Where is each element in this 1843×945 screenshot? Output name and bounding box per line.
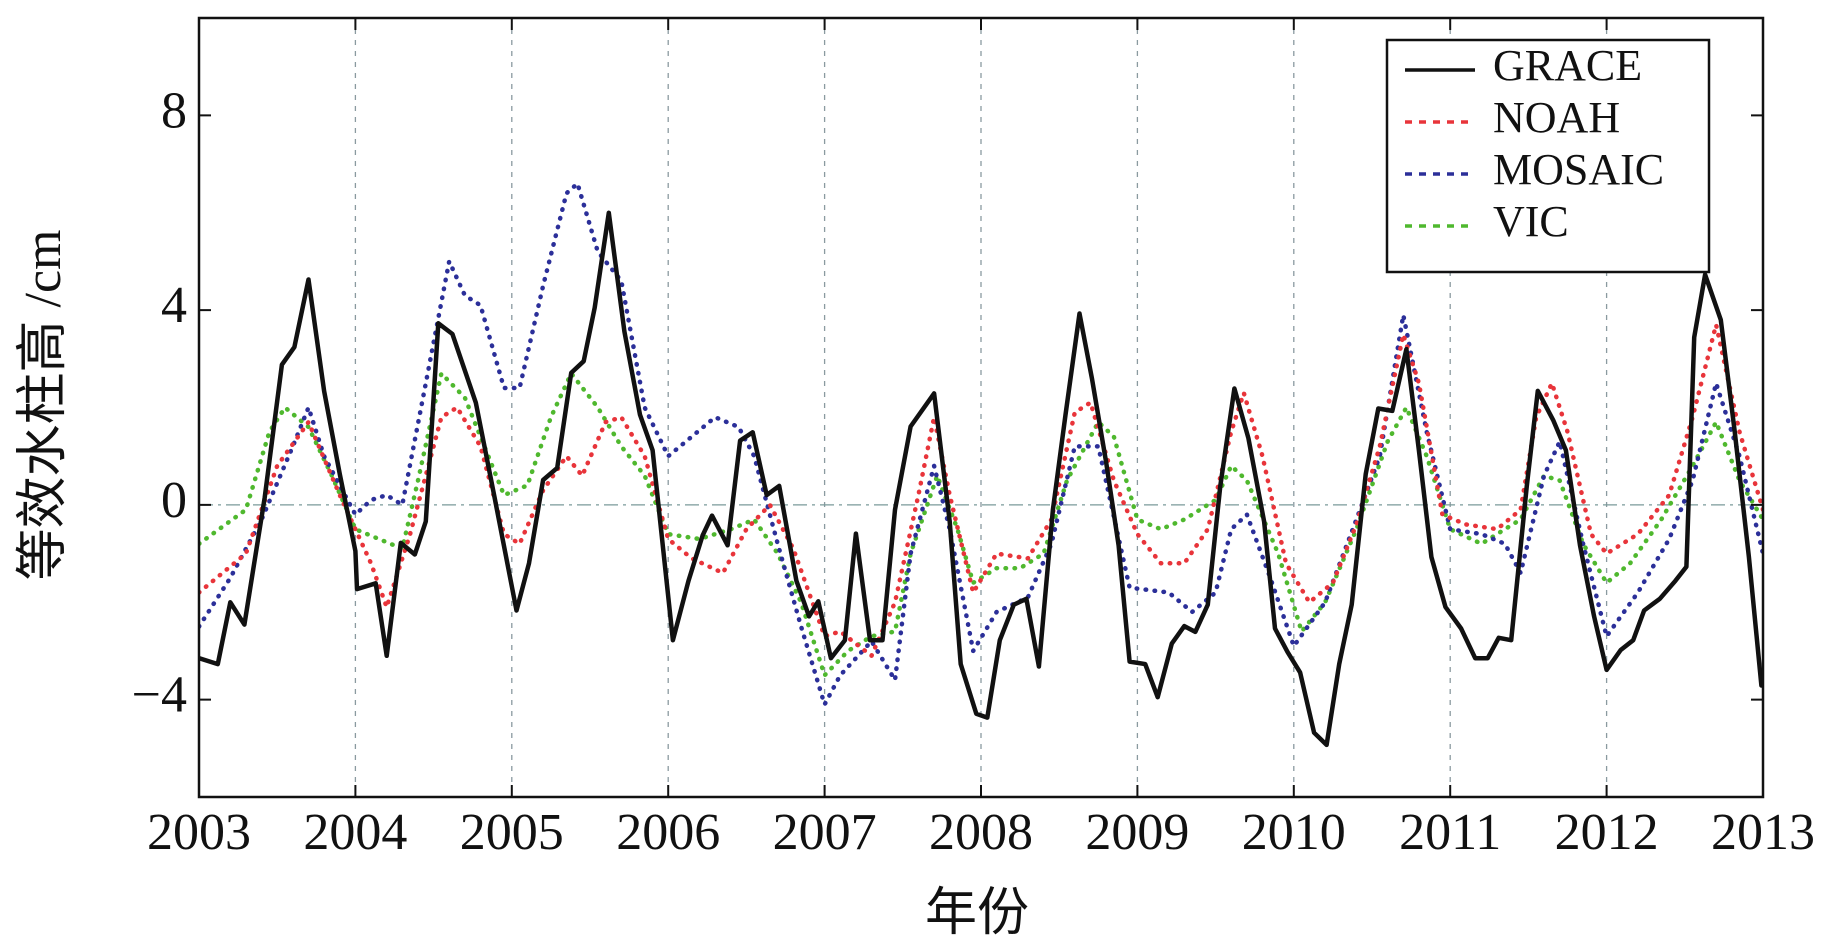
x-tick-label: 2010 [1242, 804, 1346, 861]
x-tick-label: 2007 [773, 804, 877, 861]
legend-label: NOAH [1493, 93, 1620, 142]
x-tick-label: 2004 [303, 804, 407, 861]
y-tick-label: −4 [132, 667, 187, 724]
legend-box [1385, 38, 1711, 274]
y-axis-label: 等效水柱高 /cm [15, 230, 72, 581]
series-line [199, 371, 1763, 678]
x-tick-label: 2008 [929, 804, 1033, 861]
ticks: 2003 2004 2005 2006 2007 2008 2009 2010 2011 2012… [132, 18, 1815, 861]
legend-label: MOSAIC [1493, 145, 1664, 194]
legend-label: VIC [1493, 197, 1569, 246]
x-tick-label: 2011 [1399, 804, 1501, 861]
legend-label: GRACE [1493, 41, 1642, 90]
x-tick-label: 2005 [460, 804, 564, 861]
grid [198, 18, 1764, 797]
x-tick-label: 2012 [1555, 804, 1659, 861]
x-tick-label: 2009 [1085, 804, 1189, 861]
y-tick-label: 4 [161, 277, 187, 334]
series-line [199, 181, 1763, 707]
x-tick-label: 2013 [1711, 804, 1815, 861]
plot-area [199, 181, 1763, 748]
y-tick-label: 8 [161, 82, 187, 139]
y-tick-label: 0 [161, 472, 187, 529]
series-line [199, 322, 1763, 659]
x-tick-label: 2003 [147, 804, 251, 861]
x-axis-label: 年份 [925, 885, 1029, 942]
series-line [199, 210, 1763, 748]
x-tick-label: 2006 [616, 804, 720, 861]
